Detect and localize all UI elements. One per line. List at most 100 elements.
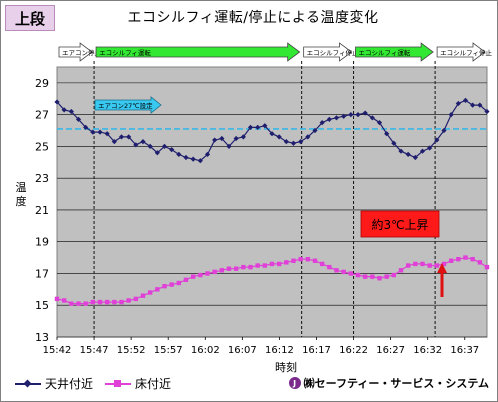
setpoint-note-label: エアコン27℃設定 — [98, 101, 153, 110]
setpoint-note-arrow — [94, 96, 162, 114]
series-0-point-40 — [341, 113, 347, 119]
series-0-point-43 — [362, 110, 368, 116]
x-tick-label-1: 15:47 — [80, 345, 109, 356]
series-1-point-4 — [83, 301, 88, 306]
y-tick-label-2: 17 — [35, 267, 49, 280]
company-logo-icon: J — [288, 377, 301, 389]
series-1-point-5 — [90, 299, 96, 305]
y-tick-label-3: 19 — [35, 236, 49, 249]
y-tick-label-8: 29 — [35, 77, 49, 90]
series-1-point-45 — [377, 276, 382, 281]
series-0-point-0 — [54, 99, 60, 105]
x-axis: 15:42 15:47 15:52 15:57 16:02 16:07 16:12 16:17… — [43, 337, 479, 373]
legend-label-floor: 床付近 — [135, 377, 172, 391]
rise-callout-label: 約3℃上昇 — [371, 217, 428, 232]
series-1-point-37 — [319, 261, 325, 267]
series-0-point-11 — [133, 142, 139, 148]
series-0-point-18 — [183, 154, 189, 161]
series-1-point-50 — [413, 261, 418, 267]
series-0-point-23 — [219, 135, 225, 142]
x-tick-label-5: 16:07 — [228, 345, 257, 356]
legend-label-ceiling: 天井付近 — [45, 377, 94, 391]
series-group — [54, 97, 490, 306]
series-1-point-52 — [427, 263, 432, 268]
series-0-point-49 — [405, 151, 411, 157]
series-0-point-60 — [484, 108, 490, 115]
phase-label-3: エコシルフィ運転 — [359, 48, 411, 57]
x-tick-label-2: 15:52 — [117, 345, 146, 356]
series-1-point-47 — [391, 272, 397, 278]
phase-arrow-4 — [436, 42, 486, 62]
series-1-point-0 — [54, 296, 60, 302]
phase-label-1: エコシルフィ運転 — [99, 48, 151, 57]
y-axis-title-char-1: 度 — [16, 194, 27, 208]
series-1-point-10 — [126, 298, 131, 303]
series-1-point-60 — [484, 264, 490, 270]
company-logo: J ㈱セーフティー・サービス・システム — [288, 375, 489, 391]
series-1-point-56 — [456, 256, 461, 262]
legend-item-floor: 床付近 — [105, 375, 171, 392]
phase-label-4: エコシルフィ停止 — [440, 48, 492, 57]
series-1-point-42 — [355, 272, 361, 278]
series-0-point-28 — [255, 124, 261, 130]
series-0-point-46 — [384, 131, 390, 137]
series-0-point-44 — [369, 115, 375, 121]
y-tick-label-4: 21 — [35, 204, 49, 217]
series-1-point-7 — [104, 299, 110, 305]
series-1-point-34 — [298, 256, 303, 262]
series-1-point-21 — [205, 271, 210, 276]
series-0-point-57 — [462, 97, 469, 103]
y-tick-label-1: 15 — [35, 299, 49, 312]
series-1-point-2 — [69, 301, 74, 306]
series-0-point-47 — [391, 140, 397, 146]
series-0-point-30 — [269, 131, 275, 137]
series-0-point-54 — [441, 127, 447, 134]
series-1-point-36 — [312, 258, 318, 263]
legend-item-ceiling: 天井付近 — [15, 375, 93, 392]
series-1-point-19 — [190, 274, 196, 279]
series-1-point-29 — [262, 263, 268, 268]
series-0-point-50 — [412, 154, 418, 161]
series-1-point-25 — [233, 266, 239, 271]
x-tick-label-6: 16:12 — [265, 345, 294, 356]
x-tick-label-4: 16:02 — [191, 345, 220, 356]
y-axis-title-char-0: 温 — [16, 181, 27, 194]
series-0-point-15 — [161, 143, 168, 150]
series-1-point-28 — [255, 263, 260, 268]
x-axis-title: 時刻 — [275, 360, 297, 373]
series-1-point-49 — [405, 263, 411, 268]
series-1-point-40 — [341, 269, 346, 275]
series-0-point-39 — [333, 115, 340, 121]
rise-arrow-head — [437, 263, 447, 273]
legend-swatch-ceiling — [15, 378, 41, 390]
x-tick-label-10: 16:32 — [413, 345, 442, 356]
x-tick-label-8: 16:22 — [339, 345, 368, 356]
company-name: ㈱セーフティー・サービス・システム — [303, 377, 489, 390]
series-1-point-30 — [269, 261, 275, 267]
phase-label-2: エコシルフィ停止 — [307, 48, 359, 57]
series-1-point-32 — [284, 260, 289, 265]
series-0-point-6 — [97, 129, 103, 135]
series-1-point-17 — [176, 280, 182, 286]
series-1-point-41 — [348, 271, 354, 276]
x-tick-label-11: 16:37 — [450, 345, 479, 356]
series-0-point-52 — [427, 145, 433, 151]
series-0-point-21 — [204, 151, 211, 157]
series-0-point-34 — [298, 139, 304, 145]
series-0-point-55 — [448, 112, 454, 118]
legend: 天井付近 床付近 J ㈱セーフティー・サービス・システム — [1, 373, 497, 397]
series-1-point-38 — [327, 264, 332, 270]
plot-area — [56, 66, 488, 338]
series-0-point-37 — [319, 119, 325, 126]
series-1-point-13 — [147, 290, 153, 295]
series-0-point-1 — [61, 107, 67, 113]
series-0-point-42 — [355, 112, 361, 118]
series-0-point-24 — [226, 143, 232, 150]
series-0-point-56 — [455, 100, 461, 107]
series-1-point-46 — [384, 274, 389, 279]
series-0-point-25 — [233, 135, 239, 142]
series-1-point-44 — [370, 274, 375, 279]
series-0-point-41 — [348, 112, 354, 118]
